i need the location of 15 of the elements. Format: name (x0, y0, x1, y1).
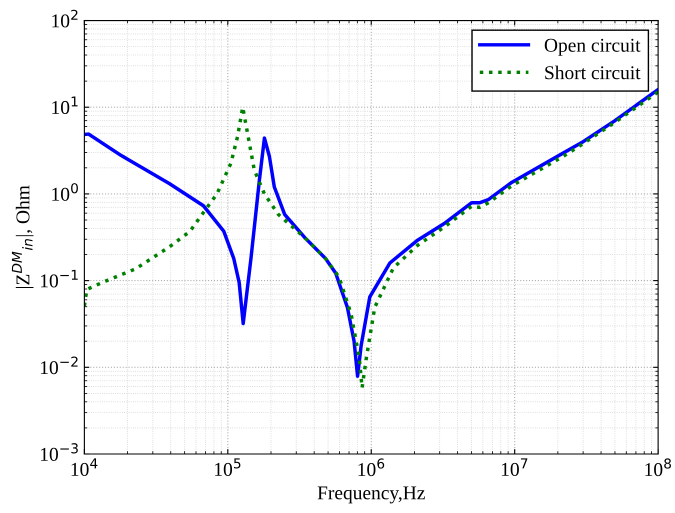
x-axis-title: Frequency,Hz (318, 486, 425, 504)
y-tick-label: 10$^{−2}$ (40, 356, 78, 374)
x-tick-label: 10$^{4}$ (72, 458, 98, 476)
y-tick-label: 10$^{1}$ (52, 96, 78, 114)
y-tick-label: 10$^{−3}$ (40, 443, 78, 461)
x-tick-label: 10$^{7}$ (502, 458, 528, 476)
x-tick-label: 10$^{8}$ (645, 458, 671, 476)
y-tick-label: 10$^{2}$ (52, 10, 78, 28)
x-tick-label: 10$^{5}$ (215, 458, 240, 476)
x-tick-label: 10$^{6}$ (358, 458, 384, 476)
y-tick-label: 10$^{−1}$ (40, 270, 78, 288)
y-tick-label: 10$^{0}$ (52, 183, 78, 201)
legend-label: Short circuit (545, 66, 641, 80)
legend-label: Open circuit (544, 38, 640, 56)
y-axis-title: |Z$^{DM}$$_{in}$|, Ohm (12, 185, 34, 288)
